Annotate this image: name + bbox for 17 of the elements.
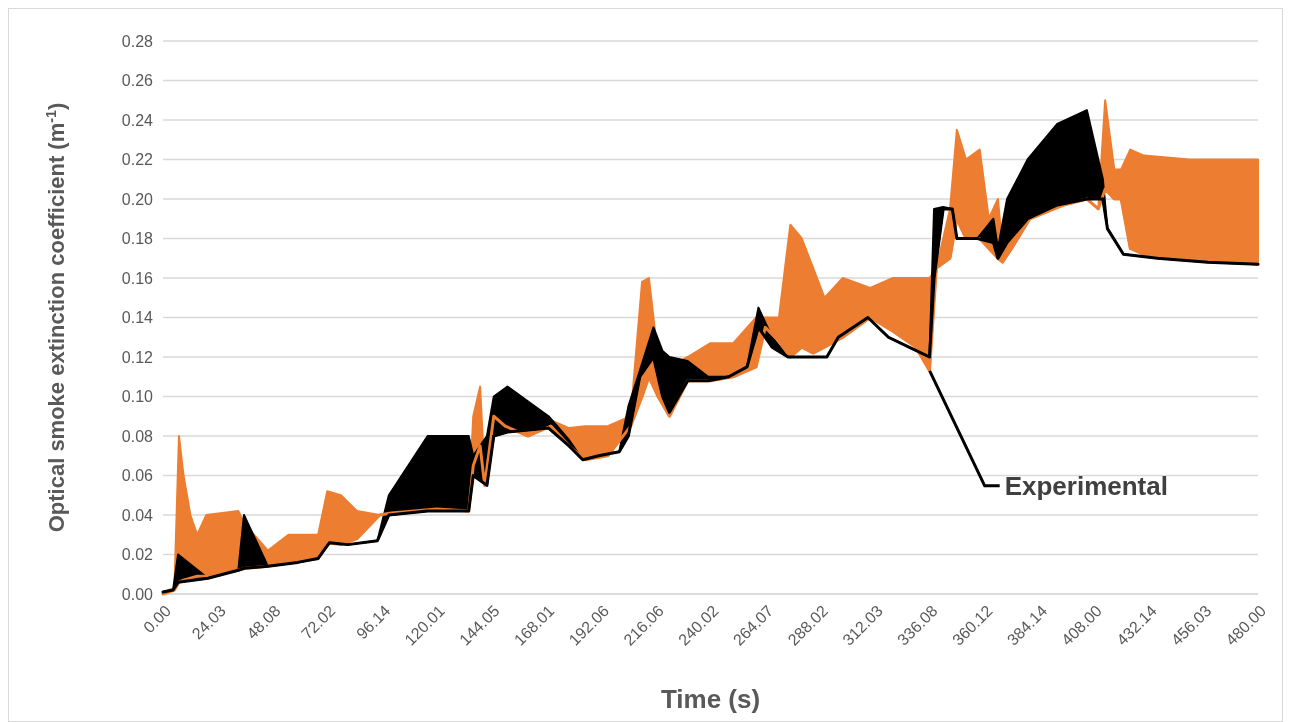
y-tick-label: 0.24 <box>121 111 154 129</box>
y-tick-label: 0.28 <box>121 32 154 50</box>
y-tick-label: 0.02 <box>121 546 154 564</box>
y-tick-label: 0.26 <box>121 72 154 90</box>
y-tick-label: 0.18 <box>121 230 154 248</box>
y-tick-label: 0.20 <box>121 190 154 208</box>
y-tick-label: 0.16 <box>121 269 154 287</box>
annotation: Experimental <box>1004 470 1168 501</box>
y-tick-label: 0.04 <box>121 506 154 524</box>
y-tick-label: 0.22 <box>121 151 154 169</box>
y-tick-label: 0.06 <box>121 467 154 485</box>
y-tick-label: 0.10 <box>121 388 154 406</box>
y-tick-label: 0.12 <box>121 348 154 366</box>
y-tick-label: 0.00 <box>121 585 154 603</box>
x-axis-title: Time (s) <box>660 684 761 714</box>
y-tick-label: 0.14 <box>121 309 154 327</box>
y-tick-label: 0.08 <box>121 427 154 445</box>
